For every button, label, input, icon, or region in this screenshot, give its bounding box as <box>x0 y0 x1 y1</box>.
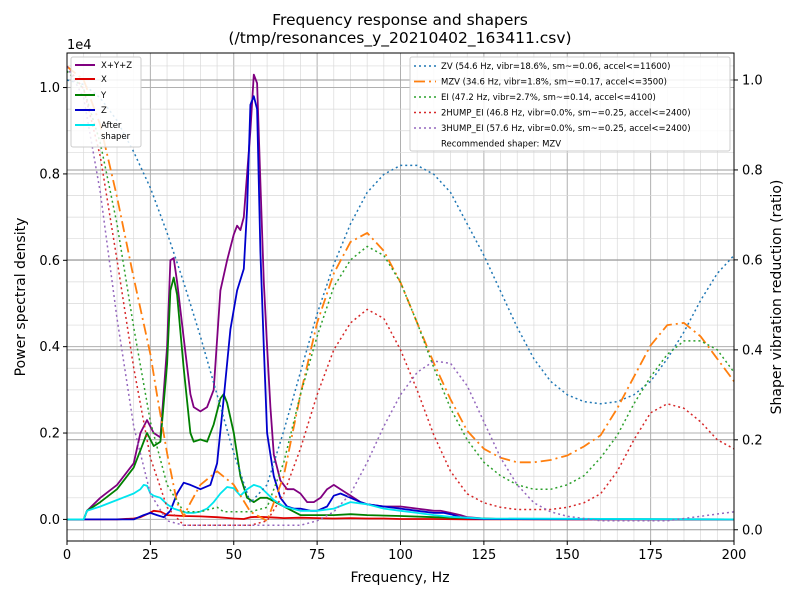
x-tick-label: 75 <box>309 548 326 563</box>
legend-psd: X+Y+Z XYZ After shaper <box>70 56 142 148</box>
legend-label-mzv: MZV (34.6 Hz, vibr=1.8%, sm~=0.17, accel… <box>441 78 667 88</box>
y-tick-label: 0.8 <box>39 167 60 182</box>
x-tick-label: 25 <box>142 548 159 563</box>
y2-tick-label: 1.0 <box>742 73 763 88</box>
y2-tick-label: 0.6 <box>742 253 763 268</box>
series-line-2hump-ei <box>66 66 735 527</box>
legend-label-x: X <box>101 75 107 85</box>
legend-label-zv: ZV (54.6 Hz, vibr=18.6%, sm~=0.06, accel… <box>441 62 670 72</box>
series-line-mzv <box>66 65 735 522</box>
recommended-shaper-note: Recommended shaper: MZV <box>441 140 561 150</box>
legend-label-2hump-ei: 2HUMP_EI (46.8 Hz, vibr=0.0%, sm~=0.25, … <box>441 109 691 119</box>
y-axis-multiplier: 1e4 <box>67 38 92 53</box>
legend-label-3hump-ei: 3HUMP_EI (57.6 Hz, vibr=0.0%, sm~=0.25, … <box>441 124 691 134</box>
series-line-zv <box>66 79 735 504</box>
y2-tick-label: 0.4 <box>742 343 763 358</box>
x-tick-label: 125 <box>471 548 496 563</box>
y-tick-label: 0.6 <box>39 254 60 269</box>
x-tick-label: 150 <box>555 548 580 563</box>
y-tick-label: 0.2 <box>39 427 60 442</box>
x-axis-label: Frequency, Hz <box>350 570 449 586</box>
chart-title: Frequency response and shapers <box>272 11 528 29</box>
chart-subtitle: (/tmp/resonances_y_20210402_163411.csv) <box>228 29 571 48</box>
series-line-after-shaper <box>67 483 735 521</box>
y-axis-left: 0.0 0.2 0.4 0.6 0.8 1.0 <box>39 81 67 528</box>
shaper-series-group <box>66 65 735 527</box>
y-tick-label: 0.4 <box>39 340 60 355</box>
series-line-3hump-ei <box>66 66 735 527</box>
legend-shapers: ZV (54.6 Hz, vibr=18.6%, sm~=0.06, accel… <box>409 56 731 152</box>
x-tick-label: 0 <box>63 548 71 563</box>
series-line-ei <box>66 70 735 513</box>
x-axis: 0 25 50 75 100 125 150 175 200 <box>63 541 747 563</box>
series-line-y <box>67 276 735 521</box>
y2-tick-label: 0.2 <box>742 433 763 448</box>
x-tick-label: 50 <box>225 548 242 563</box>
y-axis-label: Power spectral density <box>13 218 29 377</box>
x-tick-label: 175 <box>638 548 663 563</box>
x-tick-label: 100 <box>388 548 413 563</box>
x-tick-label: 200 <box>722 548 747 563</box>
y2-tick-label: 0.0 <box>742 523 763 538</box>
y-axis-right: 0.0 0.2 0.4 0.6 0.8 1.0 <box>734 73 763 538</box>
y2-axis-label: Shaper vibration reduction (ratio) <box>769 180 785 415</box>
legend-label-ei: EI (47.2 Hz, vibr=2.7%, sm~=0.14, accel<… <box>441 93 656 103</box>
legend-label-z: Z <box>101 106 107 116</box>
legend-shapers-box <box>409 56 731 152</box>
legend-label-after-shaper: After shaper <box>101 121 131 142</box>
y-tick-label: 0.0 <box>39 513 60 528</box>
legend-label-y: Y <box>100 91 107 101</box>
y2-tick-label: 0.8 <box>742 163 763 178</box>
y-tick-label: 1.0 <box>39 81 60 96</box>
legend-label-x-y-z: X+Y+Z <box>101 61 132 71</box>
